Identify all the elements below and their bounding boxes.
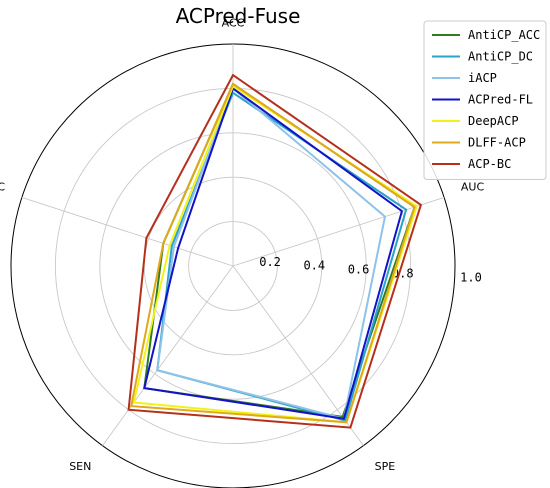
- series-line-acp-bc: [127, 73, 423, 429]
- legend-box: [423, 20, 547, 180]
- axis-label: SEN: [69, 460, 91, 473]
- radial-tick-labels: 0.2 0.4 0.6 0.8 1.0: [259, 255, 482, 284]
- axis-label: AUC: [461, 181, 485, 194]
- legend-label: ACP-BC: [468, 157, 511, 171]
- axis-labels: ACC AUC SPE SEN MCC: [0, 16, 484, 473]
- grid-spoke: [232, 265, 364, 446]
- series-line-acpred-fl: [143, 86, 404, 420]
- grid-spoke: [232, 196, 445, 267]
- legend-label: iACP: [468, 71, 497, 85]
- radial-tick-label: 0.4: [303, 259, 325, 273]
- axis-label: MCC: [0, 181, 5, 194]
- axis-label: ACC: [222, 16, 245, 29]
- grid-spoke: [21, 196, 234, 267]
- radar-grid: [10, 43, 456, 488]
- legend: AntiCP_ACC AntiCP_DC iACP ACPred-FL DeepACP D…: [423, 20, 547, 180]
- series-group: [127, 73, 423, 429]
- radial-tick-label: 0.6: [348, 263, 370, 277]
- legend-label: AntiCP_ACC: [468, 28, 540, 42]
- series-line-iacp: [156, 86, 387, 420]
- series-line-dlff-acp: [130, 82, 416, 424]
- series-line-deepacp: [132, 84, 418, 424]
- chart-title: ACPred-Fuse: [176, 4, 301, 28]
- legend-label: AntiCP_DC: [468, 50, 533, 64]
- legend-label: DeepACP: [468, 114, 519, 128]
- legend-label: ACPred-FL: [468, 93, 533, 107]
- radial-tick-label: 1.0: [460, 270, 482, 284]
- radial-tick-label: 0.2: [259, 255, 281, 269]
- grid-spoke: [102, 265, 234, 446]
- axis-label: SPE: [375, 460, 396, 473]
- legend-label: DLFF-ACP: [468, 136, 526, 150]
